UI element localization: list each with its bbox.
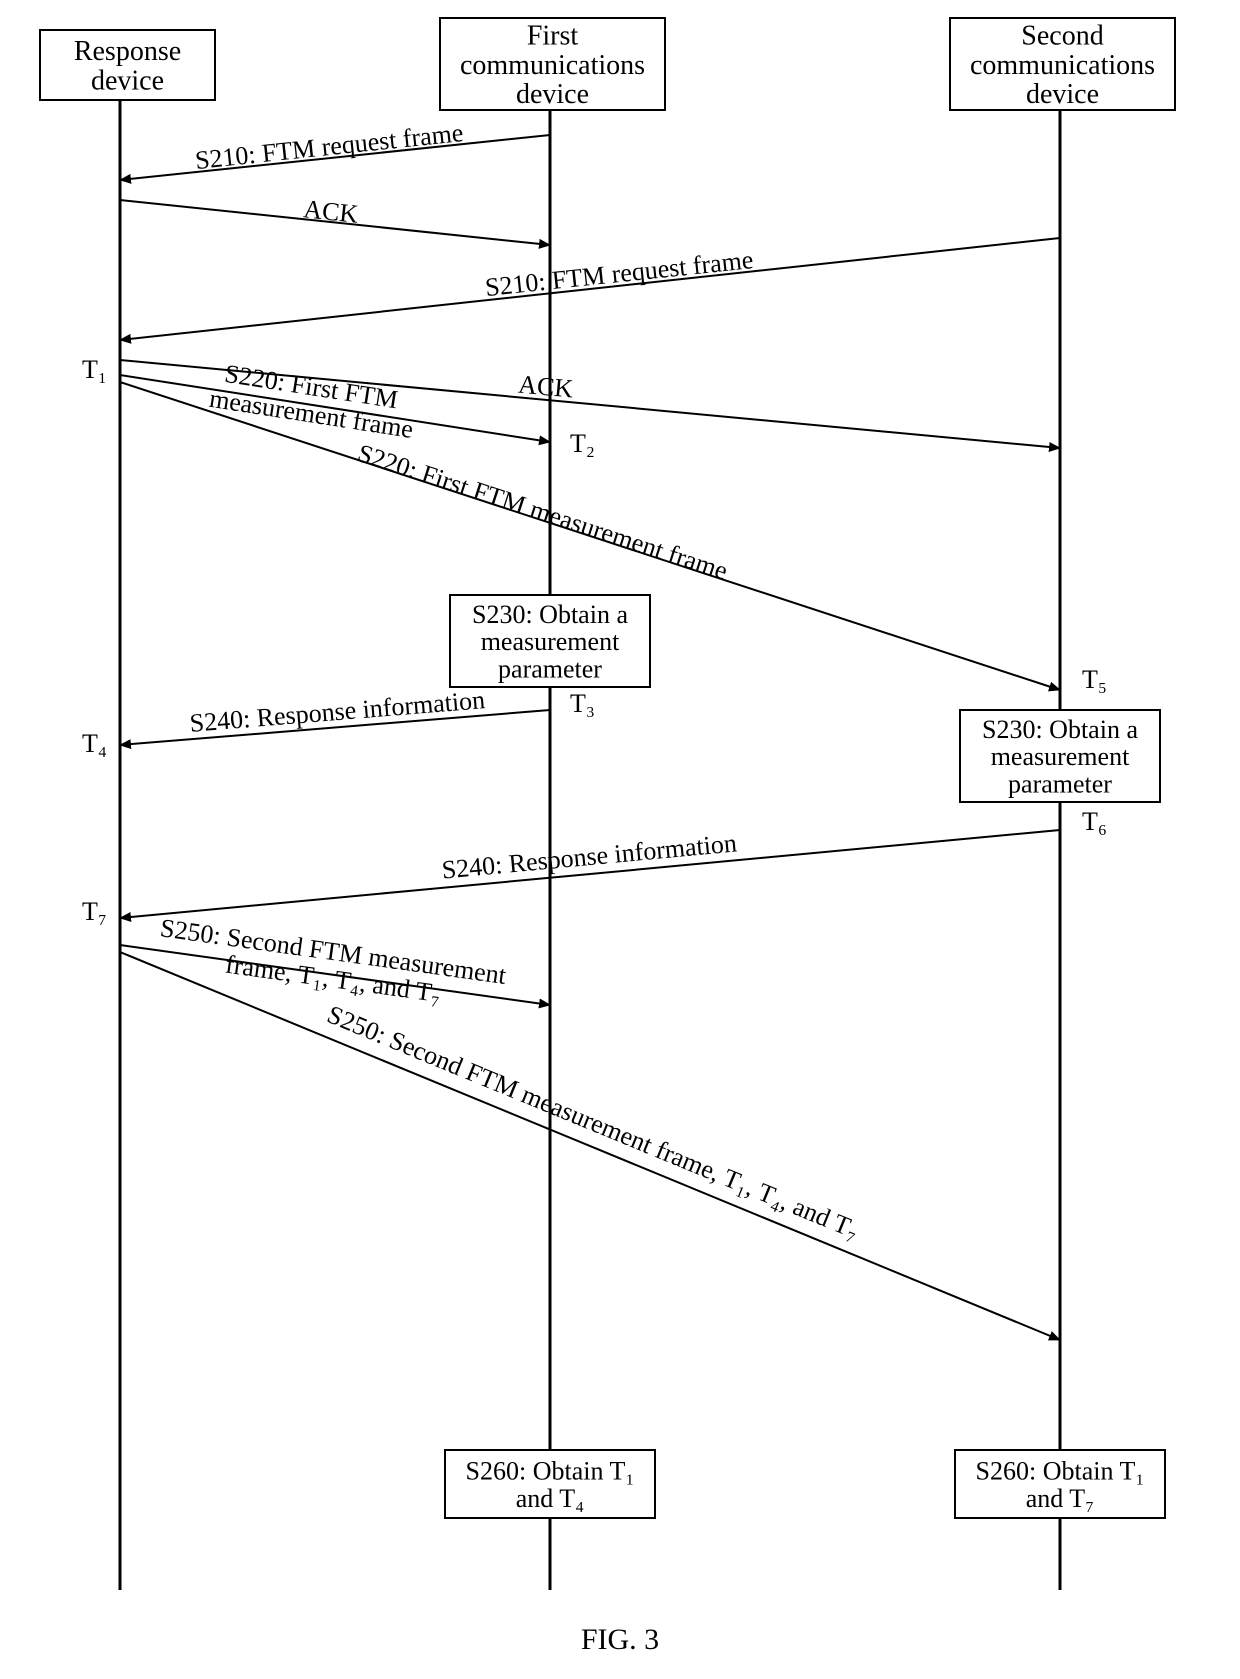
message-label: ACK	[517, 370, 575, 404]
message-0: S210: FTM request frame	[120, 118, 550, 180]
timemark-0: T₁	[82, 355, 107, 384]
message-6: S240: Response information	[120, 685, 550, 745]
actor-label: device	[91, 66, 164, 97]
message-4: S220: First FTMmeasurement frame	[120, 359, 550, 444]
procbox-label: and T₇	[1026, 1484, 1095, 1513]
message-label: S240: Response information	[440, 828, 738, 884]
actor-label: First	[527, 20, 579, 51]
actor-label: communications	[460, 50, 645, 81]
procbox-label: measurement	[991, 742, 1130, 771]
procbox-label: S230: Obtain a	[982, 715, 1138, 744]
procboxes-layer: S230: Obtain ameasurementparameterS230: …	[445, 595, 1165, 1518]
timemark-1: T₂	[570, 429, 595, 458]
message-arrow	[120, 952, 1060, 1340]
message-label: S240: Response information	[189, 685, 486, 738]
procbox-0: S230: Obtain ameasurementparameter	[450, 595, 650, 687]
actor-label: communications	[970, 50, 1155, 81]
procbox-3: S260: Obtain T₁and T₇	[955, 1450, 1165, 1518]
message-8: S250: Second FTM measurementframe, T₁, T…	[120, 913, 550, 1008]
timemark-4: T₄	[82, 729, 107, 758]
procbox-label: parameter	[1008, 769, 1112, 798]
sequence-diagram: ResponsedeviceFirstcommunicationsdeviceS…	[0, 0, 1240, 1679]
messages-layer: S210: FTM request frame ACK S210: FTM requ…	[120, 118, 1060, 1340]
actor-response: Responsedevice	[40, 30, 215, 100]
procbox-2: S260: Obtain T₁and T₄	[445, 1450, 655, 1518]
procbox-label: parameter	[498, 654, 602, 683]
procbox-label: measurement	[481, 627, 620, 656]
procbox-label: and T₄	[516, 1484, 585, 1513]
actors-layer: ResponsedeviceFirstcommunicationsdeviceS…	[40, 18, 1175, 110]
message-1: ACK	[120, 194, 550, 245]
message-label: S220: First FTM measurement frame	[354, 438, 731, 585]
actor-first: Firstcommunicationsdevice	[440, 18, 665, 110]
message-label: S210: FTM request frame	[484, 245, 755, 302]
procbox-1: S230: Obtain ameasurementparameter	[960, 710, 1160, 802]
actor-label: device	[1026, 79, 1099, 110]
procbox-label: S260: Obtain T₁	[976, 1456, 1145, 1485]
actor-second: Secondcommunicationsdevice	[950, 18, 1175, 110]
procbox-label: S260: Obtain T₁	[466, 1456, 635, 1485]
message-label: S210: FTM request frame	[194, 118, 465, 175]
actor-label: device	[516, 79, 589, 110]
message-2: S210: FTM request frame	[120, 238, 1060, 340]
message-label: S250: Second FTM measurement frame, T₁, …	[323, 1000, 863, 1245]
message-label: ACK	[302, 194, 360, 229]
timemark-6: T₇	[82, 897, 107, 926]
figure-caption: FIG. 3	[581, 1623, 659, 1656]
timemark-2: T₅	[1082, 665, 1107, 694]
timemark-5: T₆	[1082, 807, 1107, 836]
procbox-label: S230: Obtain a	[472, 600, 628, 629]
actor-label: Second	[1021, 20, 1103, 51]
message-7: S240: Response information	[120, 828, 1060, 918]
message-9: S250: Second FTM measurement frame, T₁, …	[120, 952, 1060, 1340]
actor-label: Response	[74, 36, 181, 67]
timemark-3: T₃	[570, 689, 595, 718]
